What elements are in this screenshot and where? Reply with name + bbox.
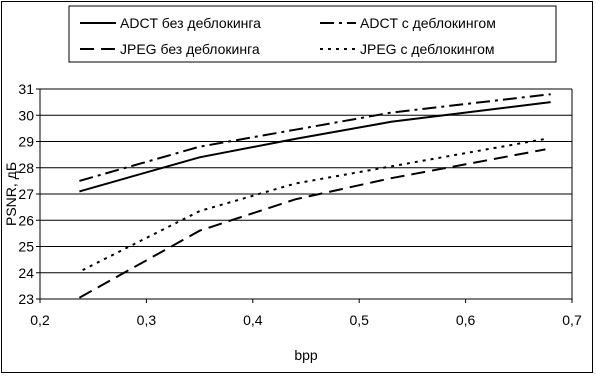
x-tick-label-5: 0,7 (562, 312, 582, 328)
x-tick-label-0: 0,2 (30, 312, 50, 328)
series-line-1 (79, 93, 551, 182)
legend-box (68, 5, 557, 63)
series-line-0 (79, 101, 551, 193)
legend-label-3: JPEG с деблокингом (360, 41, 495, 57)
y-tick-label-5: 28 (18, 160, 34, 176)
series-line-2 (78, 148, 546, 299)
y-tick-label-0: 23 (18, 291, 34, 307)
y-tick-label-4: 27 (18, 186, 34, 202)
x-tick-label-3: 0,5 (349, 312, 369, 328)
legend-label-0: ADCT без деблокинга (120, 15, 261, 31)
x-tick-label-2: 0,4 (243, 312, 263, 328)
x-tick-label-1: 0,3 (137, 312, 157, 328)
y-tick-label-1: 24 (18, 265, 34, 281)
y-tick-label-6: 29 (18, 134, 34, 150)
legend-label-1: ADCT с деблокингом (360, 15, 496, 31)
y-tick-label-2: 25 (18, 239, 34, 255)
series-lines (78, 93, 551, 299)
legend: ADCT без деблокинга ADCT с деблокингом JPE… (68, 5, 557, 63)
x-axis-title: bpp (294, 347, 318, 363)
y-tick-label-8: 31 (18, 81, 34, 97)
y-tick-label-7: 30 (18, 107, 34, 123)
x-tick-labels: 0,2 0,3 0,4 0,5 0,6 0,7 (30, 299, 582, 328)
y-tick-labels: 23 24 25 26 27 28 29 30 31 (18, 81, 40, 307)
x-tick-label-4: 0,6 (456, 312, 476, 328)
y-tick-label-3: 26 (18, 212, 34, 228)
legend-label-2: JPEG без деблокинга (120, 41, 260, 57)
y-axis-title: PSNR, дБ (3, 162, 19, 226)
